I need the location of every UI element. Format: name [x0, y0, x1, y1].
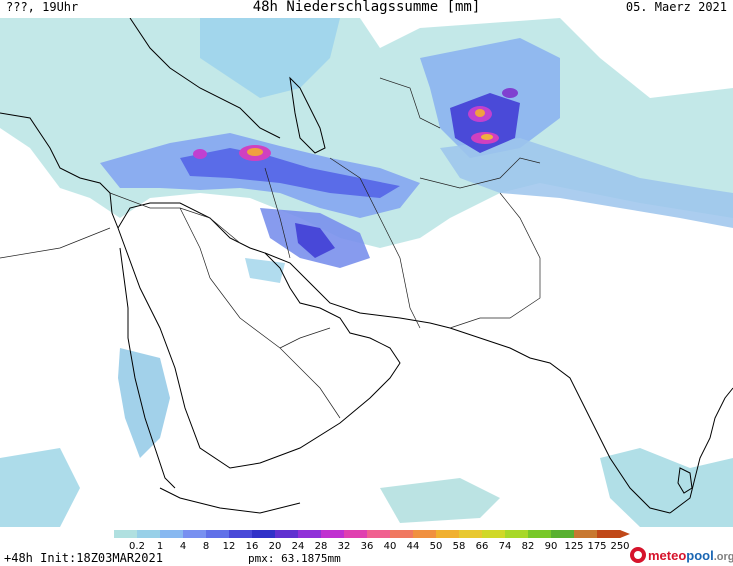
precipitation-map	[0, 18, 733, 527]
legend-swatch	[551, 530, 575, 538]
legend-swatch	[482, 530, 506, 538]
precip-area-gulf	[245, 258, 285, 283]
meteopool-logo[interactable]: meteopool.org	[630, 545, 733, 565]
legend-swatch	[436, 530, 460, 538]
legend-tick-label: 66	[476, 541, 489, 552]
legend-tick-label: 90	[545, 541, 558, 552]
legend-tick-label: 12	[223, 541, 236, 552]
legend-swatch	[275, 530, 299, 538]
legend-tick-label: 36	[361, 541, 374, 552]
legend-tick-label: 50	[430, 541, 443, 552]
init-time: +48h Init:18Z03MAR2021	[4, 551, 163, 565]
legend-tick-label: 20	[269, 541, 282, 552]
map-title: 48h Niederschlagssumme [mm]	[252, 0, 481, 15]
precipitation-legend: 0.2 1 4 8 12 16 20 24 28 32 36 40 44 50 58 66 74 82 90 125 1…	[114, 530, 630, 552]
precip-area-arabian-sea	[380, 478, 500, 523]
legend-swatch	[321, 530, 345, 538]
precip-core-4-peak	[481, 134, 493, 140]
precip-area-caspian	[200, 18, 340, 98]
legend-tick-label: 40	[384, 541, 397, 552]
precip-area-redsea	[118, 348, 170, 458]
legend-swatch	[229, 530, 253, 538]
precip-core-2	[193, 149, 207, 159]
legend-color-bar	[114, 530, 630, 538]
precip-area-sw	[0, 448, 80, 527]
legend-tick-label: 58	[453, 541, 466, 552]
legend-swatch	[413, 530, 437, 538]
legend-tick-label: 82	[522, 541, 535, 552]
precipitation-field	[0, 18, 733, 527]
legend-tick-label: 8	[203, 541, 209, 552]
legend-swatch	[252, 530, 276, 538]
legend-tick-label: 175	[587, 541, 606, 552]
legend-swatch	[459, 530, 483, 538]
legend-swatch	[344, 530, 368, 538]
legend-tick-label: 16	[246, 541, 259, 552]
legend-tick-label: 125	[564, 541, 583, 552]
legend-tick-label: 1	[157, 541, 163, 552]
forecast-date: 05. Maerz 2021	[625, 0, 727, 14]
legend-tick-label: 32	[338, 541, 351, 552]
precip-area-iran-core	[295, 223, 335, 258]
legend-swatch	[137, 530, 161, 538]
precip-area-srilanka	[600, 448, 733, 527]
legend-swatch	[183, 530, 207, 538]
legend-swatch	[505, 530, 529, 538]
legend-swatch	[390, 530, 414, 538]
legend-swatch	[528, 530, 552, 538]
coastlines	[0, 18, 733, 514]
precip-core-1-peak	[247, 148, 263, 156]
precip-area-band-core	[180, 148, 400, 198]
legend-tick-label: 44	[407, 541, 420, 552]
legend-tick-label: 24	[292, 541, 305, 552]
borders	[0, 77, 541, 419]
legend-swatch	[298, 530, 322, 538]
max-precipitation: pmx: 63.1875mm	[248, 552, 341, 565]
legend-swatch	[114, 530, 138, 538]
legend-tick-label: 28	[315, 541, 328, 552]
precip-area-tajik	[450, 93, 520, 153]
meteopool-logo-icon	[630, 547, 646, 563]
valid-time-label: ???, 19Uhr	[6, 0, 79, 14]
legend-swatch	[206, 530, 230, 538]
meteopool-logo-text: meteopool.org	[648, 547, 733, 563]
legend-swatch	[160, 530, 184, 538]
legend-swatch	[367, 530, 391, 538]
legend-tick-label: 4	[180, 541, 186, 552]
legend-tick-labels: 0.2 1 4 8 12 16 20 24 28 32 36 40 44 50 58 66 74 82 90 125 1…	[129, 541, 630, 552]
legend-tick-label: 0.2	[129, 541, 145, 552]
precip-core-3-peak	[475, 109, 485, 117]
legend-tick-label: 250	[610, 541, 629, 552]
precip-area-east	[440, 138, 733, 228]
legend-tick-label: 74	[499, 541, 512, 552]
precip-core-5	[502, 88, 518, 98]
legend-arrow	[620, 530, 630, 538]
legend-swatch	[597, 530, 621, 538]
legend-swatch	[574, 530, 598, 538]
